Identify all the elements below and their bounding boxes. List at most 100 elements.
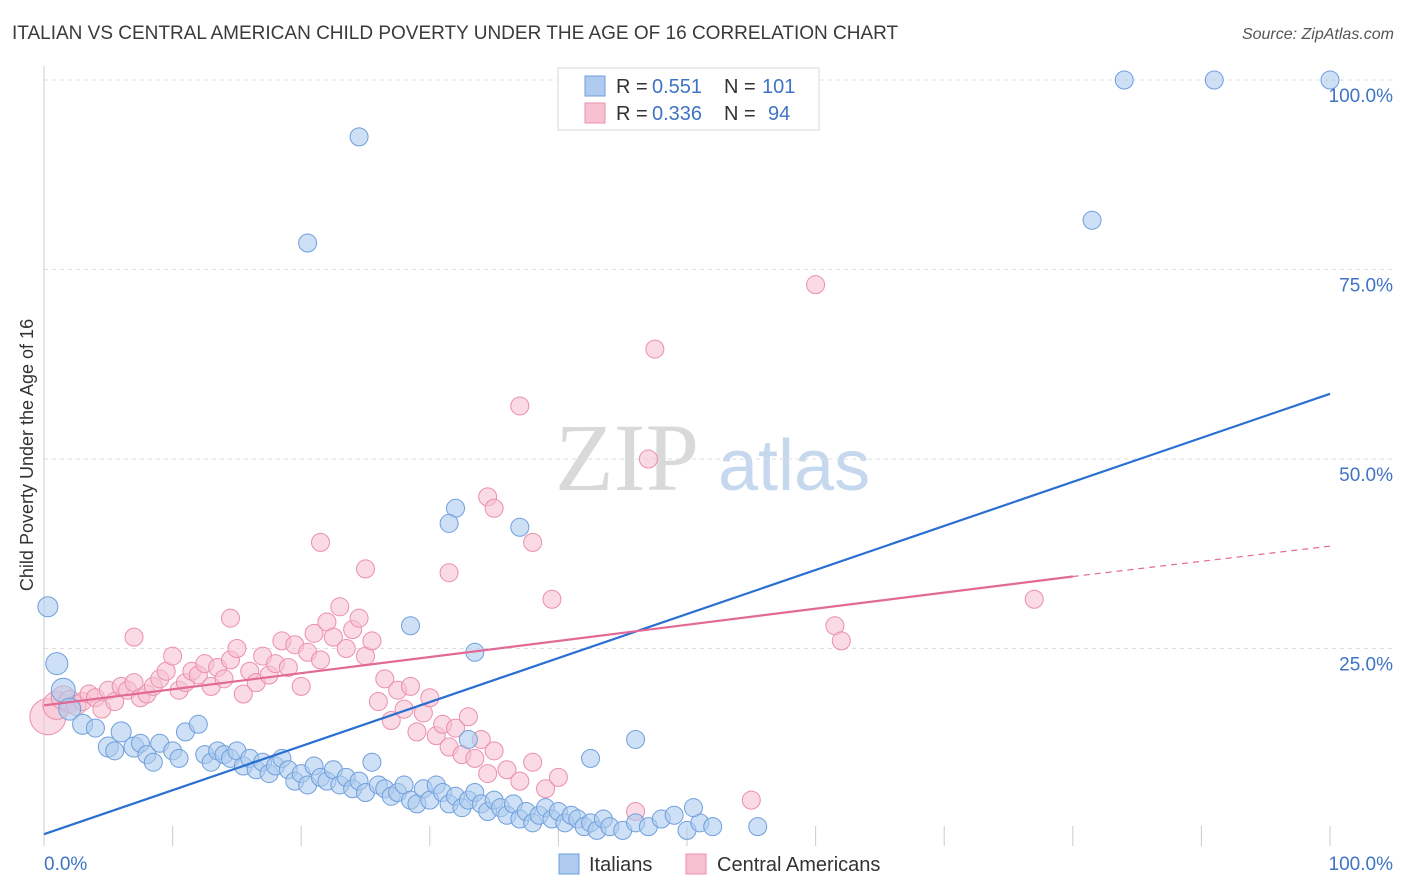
- central-americans-point-83: [523, 532, 543, 552]
- legend-n-value-central-americans: 94: [768, 103, 790, 125]
- central-americans-point-89: [831, 631, 851, 651]
- italians-point-44: [362, 752, 382, 772]
- grid-lines: [44, 79, 1395, 649]
- central-americans-point-73: [536, 779, 556, 799]
- legend-r-value-italians: 0.551: [652, 76, 702, 98]
- x-tick-label-max: 100.0%: [1329, 854, 1394, 875]
- chart-title: ITALIAN VS CENTRAL AMERICAN CHILD POVERT…: [12, 23, 899, 44]
- italians-point-15: [169, 748, 189, 768]
- central-americans-point-86: [645, 339, 665, 359]
- italians-point-86: [664, 805, 684, 825]
- central-americans-point-68: [478, 764, 498, 784]
- italians-point-7: [105, 741, 125, 761]
- y-tick-label-50: 50.0%: [1339, 465, 1393, 486]
- italians-point-8: [110, 721, 132, 743]
- italians-point-89: [703, 817, 723, 837]
- central-americans-point-84: [542, 589, 562, 609]
- stats-legend: R = 0.551 N = 101 R = 0.336 N = 94: [557, 67, 820, 131]
- y-tick-labels: 25.0% 50.0% 75.0% 100.0%: [1329, 86, 1394, 676]
- central-americans-point-41: [304, 623, 324, 643]
- y-tick-label-100: 100.0%: [1329, 86, 1394, 107]
- central-americans-point-70: [497, 760, 517, 780]
- central-americans-point-63: [446, 718, 466, 738]
- italians-point-12: [143, 752, 163, 772]
- central-americans-point-65: [458, 707, 478, 727]
- legend-r-value-central-americans: 0.336: [652, 103, 702, 125]
- legend-swatch-italians: [584, 75, 606, 97]
- series-legend: Italians Central Americans: [558, 853, 880, 876]
- watermark-zip: ZIP: [555, 404, 699, 511]
- central-americans-point-29: [227, 639, 247, 658]
- legend-n-label-central-americans: N =: [724, 103, 756, 125]
- legend-n-label-italians: N =: [724, 76, 756, 98]
- italians-point-99: [581, 748, 601, 768]
- central-americans-point-46: [336, 639, 356, 658]
- central-americans-point-74: [548, 767, 568, 787]
- legend-r-label-italians: R =: [616, 76, 648, 98]
- central-americans-point-37: [278, 657, 298, 677]
- central-americans-point-87: [806, 275, 826, 295]
- italians-point-97: [458, 729, 478, 749]
- italians-point-91: [349, 127, 369, 147]
- italians-point-95: [401, 616, 421, 636]
- central-americans-trend-extension: [1072, 545, 1331, 578]
- watermark-atlas: atlas: [718, 426, 870, 506]
- italians-point-0: [37, 596, 59, 618]
- central-americans-trend-line: [43, 575, 1073, 707]
- italians-point-103: [1082, 210, 1102, 230]
- italians-point-17: [188, 714, 208, 734]
- central-americans-point-71: [510, 771, 530, 791]
- italians-point-1: [45, 652, 69, 676]
- central-americans-point-82: [510, 396, 530, 416]
- italians-points: [37, 70, 1340, 840]
- italians-point-5: [85, 718, 105, 738]
- central-americans-point-59: [420, 688, 440, 708]
- italians-trend-line: [43, 392, 1331, 836]
- central-americans-point-50: [362, 631, 382, 651]
- legend-swatch-central-americans: [584, 102, 606, 124]
- x-tick-label-min: 0.0%: [44, 854, 87, 875]
- central-americans-point-85: [638, 449, 658, 469]
- italians-point-104: [683, 798, 703, 818]
- y-tick-label-25: 25.0%: [1339, 655, 1393, 676]
- central-americans-point-69: [484, 741, 504, 761]
- central-americans-point-78: [356, 559, 375, 579]
- central-americans-point-57: [407, 722, 427, 742]
- italians-point-101: [1204, 70, 1224, 90]
- central-americans-point-56: [401, 676, 421, 696]
- central-americans-points: [29, 275, 1044, 821]
- central-americans-point-42: [310, 650, 330, 670]
- central-americans-point-45: [330, 597, 350, 617]
- italians-point-93: [439, 513, 459, 533]
- central-americans-point-66: [465, 748, 485, 768]
- central-americans-point-77: [310, 532, 330, 552]
- central-americans-point-76: [220, 608, 240, 628]
- central-americans-point-44: [323, 627, 343, 647]
- italians-point-105: [748, 817, 768, 837]
- legend-n-value-italians: 101: [762, 76, 795, 98]
- italians-point-90: [298, 233, 318, 253]
- central-americans-point-81: [484, 498, 504, 518]
- bottom-legend-label-italians: Italians: [589, 854, 652, 876]
- chart-source: Source: ZipAtlas.com: [1242, 26, 1394, 43]
- central-americans-point-79: [439, 563, 459, 583]
- legend-r-label-central-americans: R =: [616, 103, 648, 125]
- central-americans-point-75: [124, 627, 144, 647]
- bottom-legend-swatch-italians: [558, 853, 580, 875]
- y-tick-label-75: 75.0%: [1339, 276, 1393, 297]
- central-americans-point-30: [233, 684, 253, 704]
- central-americans-point-48: [349, 608, 369, 628]
- central-americans-point-51: [368, 692, 388, 712]
- central-americans-point-55: [394, 699, 414, 719]
- italians-point-98: [626, 729, 646, 749]
- central-americans-point-90: [1024, 589, 1044, 609]
- central-americans-point-27: [214, 669, 234, 689]
- central-americans-point-19: [163, 646, 183, 666]
- x-tick-labels: 0.0% 100.0%: [44, 854, 1393, 875]
- central-americans-point-91: [741, 790, 761, 810]
- italians-point-100: [1114, 70, 1134, 90]
- bottom-legend-swatch-central-americans: [685, 853, 707, 875]
- italians-point-94: [510, 517, 530, 537]
- central-americans-point-72: [523, 752, 543, 772]
